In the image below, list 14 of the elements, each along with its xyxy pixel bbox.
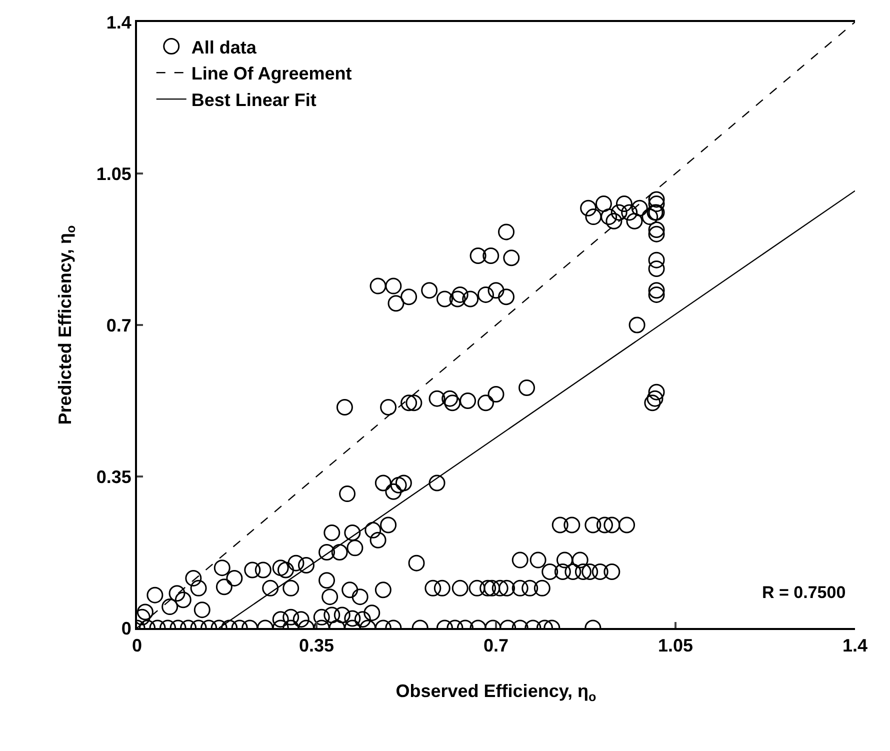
x-tick-label: 0.35	[298, 636, 334, 656]
x-axis-title: Observed Efficiency, η$_{o}$	[396, 681, 597, 704]
x-tick-label: 0.7	[483, 636, 509, 656]
y-tick-label: 0.35	[96, 466, 132, 487]
legend-label: Best Linear Fit	[191, 90, 316, 110]
y-tick-label: 1.4	[106, 12, 132, 32]
y-tick-label: 1.05	[96, 164, 132, 184]
x-tick-label: 1.4	[842, 636, 868, 656]
y-tick-label: 0.7	[106, 315, 132, 336]
annotation: R = 0.7500	[762, 583, 846, 602]
legend-label: All data	[191, 37, 258, 58]
x-tick-label: 1.05	[658, 636, 694, 656]
legend-label: Line Of Agreement	[191, 64, 352, 84]
y-tick-label: 0	[121, 618, 132, 638]
